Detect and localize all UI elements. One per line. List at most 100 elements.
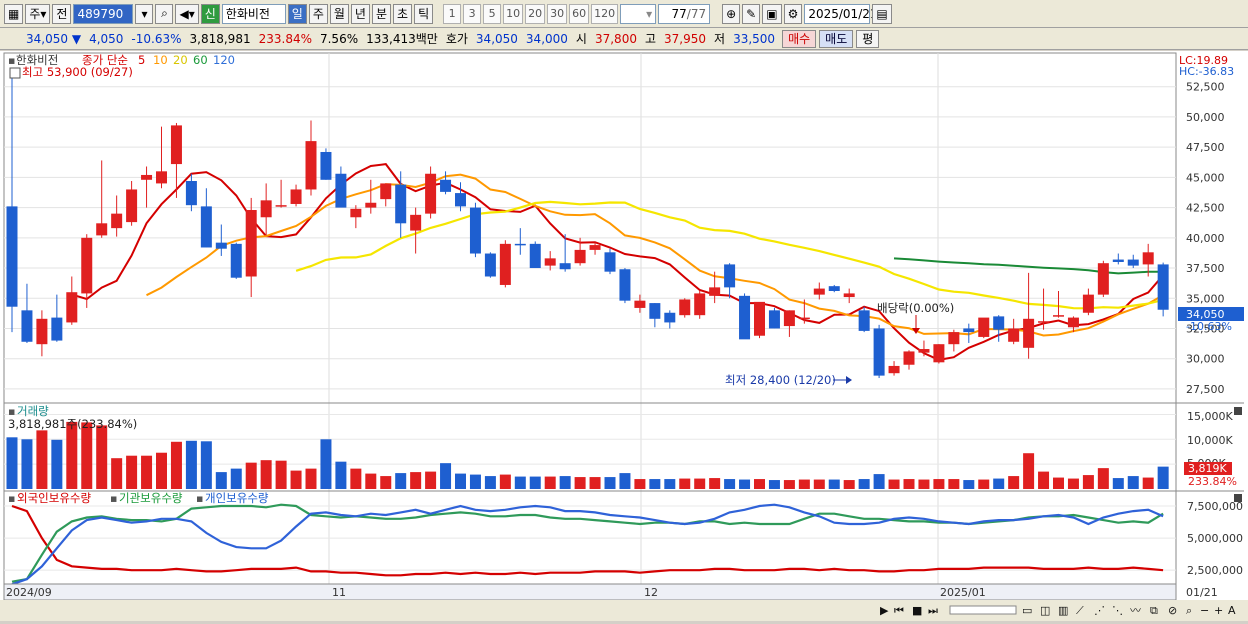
period-second-tab[interactable]: 초 [393, 3, 413, 24]
line-tool-icon[interactable]: ⟋ [1076, 604, 1084, 617]
period-tick-tab[interactable]: 틱 [414, 3, 434, 24]
interval-1[interactable]: 1 [443, 3, 462, 24]
save-icon[interactable]: ▣ [762, 3, 782, 24]
interval-3[interactable]: 3 [463, 3, 482, 24]
candle-body [170, 125, 182, 165]
scroll-start-icon[interactable]: ⏮ [894, 604, 904, 617]
volume-bar [365, 473, 377, 489]
copy-icon[interactable]: ⧉ [1150, 604, 1158, 617]
sell-button[interactable]: 매도 [819, 29, 854, 48]
chart-area: 52,500 50,000 47,500 45,000 42,500 40,000 37,5… [0, 51, 1248, 622]
gear-icon[interactable]: ⚙ [783, 3, 803, 24]
zoom-out-icon[interactable]: − [1200, 604, 1209, 617]
candle-body [978, 317, 990, 337]
candle-body [514, 243, 526, 246]
eval-button[interactable]: 평 [856, 29, 880, 48]
retail-holdings-line [11, 503, 1164, 586]
interval-20[interactable]: 20 [525, 3, 546, 24]
legend-ma-120: 120 [213, 53, 235, 67]
chevron-down-icon: ▾ [646, 6, 653, 21]
volume-axis-10000k: 10,000K [1187, 434, 1233, 447]
legend-stock-name: 한화비전 [16, 53, 58, 67]
wave-tool-icon[interactable]: 〰 [1130, 604, 1141, 617]
interval-5[interactable]: 5 [483, 3, 502, 24]
interval-60[interactable]: 60 [569, 3, 590, 24]
chart-type-select[interactable]: 주 ▾ [25, 3, 51, 24]
volume-bar [1008, 476, 1020, 489]
code-dropdown-icon[interactable]: ▾ [135, 3, 154, 24]
interval-120[interactable]: 120 [591, 3, 619, 24]
date-label-12: 12 [644, 586, 658, 599]
interval-10[interactable]: 10 [503, 3, 524, 24]
layout-icon-2[interactable]: ◫ [1040, 604, 1050, 617]
volume-bar [96, 425, 108, 489]
volume-bar [963, 480, 975, 489]
dividend-label: 배당락(0.00%) [877, 301, 954, 315]
volume-bar [649, 479, 661, 489]
volume-bar [619, 473, 631, 489]
volume-bar [634, 479, 646, 489]
period-day-tab[interactable]: 일 [287, 3, 307, 24]
layout-icon-1[interactable]: ▭ [1022, 604, 1032, 617]
search-icon[interactable]: ⌕ [155, 3, 174, 24]
prev-button[interactable]: 전 [52, 3, 72, 24]
trend-tool-icon[interactable]: ⋱ [1112, 604, 1123, 617]
period-year-tab[interactable]: 년 [350, 3, 370, 24]
calendar-icon[interactable] [9, 67, 21, 79]
fib-tool-icon[interactable]: ⋰ [1094, 604, 1105, 617]
high-label: 고 [644, 32, 657, 46]
font-size-icon[interactable]: A [1228, 604, 1236, 617]
stock-code-input[interactable]: 489790 [73, 3, 134, 24]
speaker-icon[interactable]: ◀▾ [175, 3, 199, 24]
volume-bar [260, 460, 272, 489]
stop-icon[interactable]: ■ [912, 604, 922, 617]
volume-panel-close-icon[interactable] [1234, 407, 1242, 415]
chart-menu-icon[interactable]: ▦ [4, 3, 24, 24]
link-icon[interactable]: ⊘ [1168, 604, 1177, 617]
volume-bar [1067, 478, 1079, 489]
volume-bar [754, 479, 765, 489]
interval-select[interactable]: ▾ [620, 3, 657, 24]
candle-body [126, 189, 138, 223]
candle-body [1023, 318, 1035, 348]
count-input[interactable]: 77/77 [658, 3, 711, 24]
calendar-icon[interactable]: ▤ [872, 3, 892, 24]
new-listing-badge: 신 [200, 3, 220, 24]
period-week-tab[interactable]: 주 [308, 3, 328, 24]
layout-icon-3[interactable]: ▥ [1058, 604, 1068, 617]
volume-legend-dot: ▪ [8, 405, 15, 418]
legend-ma-20: 20 [173, 53, 188, 67]
volume-bar [410, 472, 422, 489]
volume-bar [709, 478, 721, 489]
search-zoom-icon[interactable]: ⌕ [1186, 604, 1192, 617]
low-arrow-icon [846, 376, 852, 384]
stock-name-field: 한화비전 [221, 3, 286, 24]
volume-bar [1127, 476, 1139, 489]
legend-dot: ▪ [8, 54, 15, 67]
holdings-axis-5000000: 5,000,000 [1187, 532, 1243, 545]
scroll-slider[interactable] [949, 605, 1017, 615]
candle-body [440, 179, 452, 192]
buy-button[interactable]: 매수 [782, 29, 817, 48]
stock-chart[interactable]: 52,500 50,000 47,500 45,000 42,500 40,000 37,5… [0, 51, 1248, 622]
scroll-end-icon[interactable]: ⏭ [928, 604, 938, 617]
date-label-01-21: 01/21 [1186, 586, 1218, 599]
candle-body [783, 310, 795, 327]
period-minute-tab[interactable]: 분 [371, 3, 392, 24]
zoom-in-icon[interactable]: + [1214, 604, 1223, 617]
candle-body [6, 206, 18, 307]
scroll-right-icon[interactable]: ▶ [880, 604, 889, 617]
interval-30[interactable]: 30 [547, 3, 568, 24]
volume-bar [305, 468, 317, 489]
volume-bar [395, 473, 407, 489]
volume-bar [604, 477, 616, 489]
date-input[interactable]: 2025/01/21 [804, 3, 878, 24]
draw-tool-icon[interactable]: ✎ [742, 3, 761, 24]
legend-ma-title: 종가 단순 [82, 53, 128, 67]
zoom-icon[interactable]: ⊕ [722, 3, 741, 24]
volume-bar [694, 478, 706, 489]
legend-ma-60: 60 [193, 53, 208, 67]
candle-body [828, 286, 840, 291]
holdings-panel-close-icon[interactable] [1234, 494, 1242, 502]
period-month-tab[interactable]: 월 [329, 3, 349, 24]
